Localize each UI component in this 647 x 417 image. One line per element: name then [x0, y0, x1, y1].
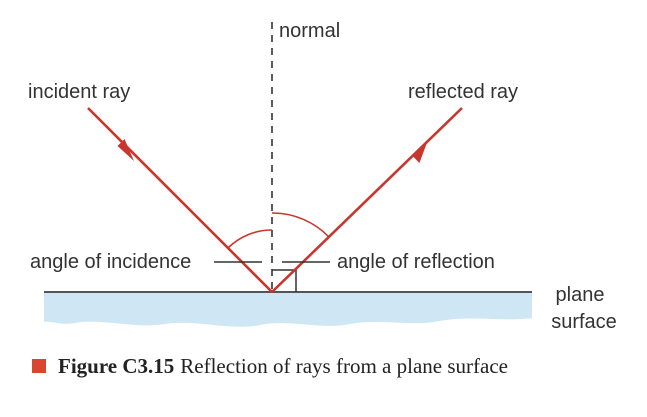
- figure-caption: Figure C3.15 Reflection of rays from a p…: [32, 352, 508, 380]
- plane-surface-label-line1: plane: [556, 284, 605, 306]
- angle-of-reflection-arc: [271, 212, 330, 238]
- plane-surface-label-line2: surface: [551, 311, 617, 333]
- figure-caption-text: Reflection of rays from a plane surface: [180, 353, 508, 378]
- angle-of-reflection-label: angle of reflection: [337, 251, 495, 273]
- angle-of-incidence-arc: [227, 229, 273, 249]
- figure-number: Figure C3.15: [58, 353, 175, 378]
- incident-ray-arrowhead: [117, 139, 134, 161]
- plane-surface-fill: [44, 292, 532, 327]
- normal-label: normal: [279, 20, 340, 42]
- angle-of-incidence-label: angle of incidence: [30, 251, 191, 273]
- reflected-ray-arrowhead: [412, 140, 428, 163]
- incident-ray-label: incident ray: [28, 81, 130, 103]
- caption-marker: [32, 359, 46, 373]
- reflected-ray-label: reflected ray: [408, 81, 518, 103]
